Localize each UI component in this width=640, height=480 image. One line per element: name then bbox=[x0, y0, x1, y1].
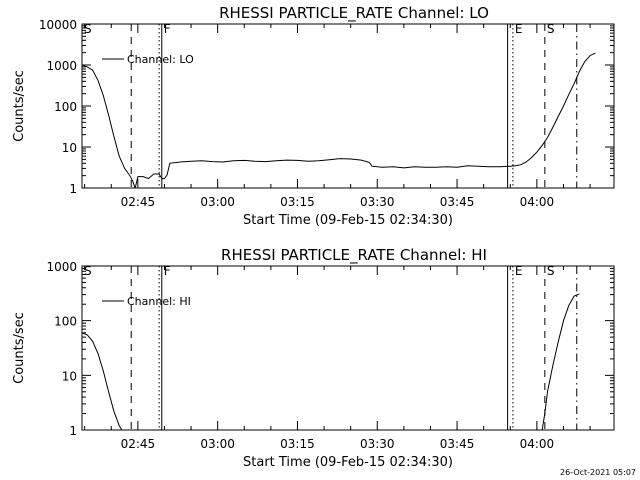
y-tick-label: 100 bbox=[54, 315, 77, 329]
y-axis-label: Counts/sec bbox=[12, 312, 27, 384]
lo-channel-panel: RHESSI PARTICLE_RATE Channel: LO 1 10 100 10… bbox=[12, 4, 615, 228]
legend-label: Channel: LO bbox=[127, 53, 194, 66]
y-tick-label: 1 bbox=[69, 424, 77, 438]
event-marker-label: F bbox=[164, 22, 171, 36]
x-tick-label: 03:00 bbox=[200, 195, 235, 209]
y-tick-label: 10 bbox=[62, 141, 77, 155]
x-axis-label: Start Time (09-Feb-15 02:34:30) bbox=[243, 213, 453, 228]
chart-title: RHESSI PARTICLE_RATE Channel: HI bbox=[221, 246, 487, 265]
y-tick-label: 1 bbox=[69, 182, 77, 196]
y-tick-label: 1000 bbox=[46, 260, 77, 274]
x-tick-label: 02:45 bbox=[121, 195, 156, 209]
x-tick-label: 03:45 bbox=[440, 195, 475, 209]
hi-channel-panel: RHESSI PARTICLE_RATE Channel: HI 1 10 100 10… bbox=[12, 246, 615, 470]
x-tick-label: 03:15 bbox=[280, 195, 315, 209]
x-tick-label: 03:00 bbox=[200, 437, 235, 451]
y-tick-label: 10 bbox=[62, 369, 77, 383]
x-tick-label: 04:00 bbox=[520, 437, 555, 451]
creation-timestamp: 26-Oct-2021 05:07 bbox=[560, 468, 636, 477]
event-marker-label: S bbox=[84, 264, 92, 278]
y-tick-label: 1000 bbox=[46, 59, 77, 73]
event-marker-label: E bbox=[515, 264, 523, 278]
y-tick-label: 100 bbox=[54, 100, 77, 114]
legend-label: Channel: HI bbox=[127, 295, 191, 308]
x-tick-label: 04:00 bbox=[520, 195, 555, 209]
event-marker-label: S bbox=[547, 264, 555, 278]
chart-title: RHESSI PARTICLE_RATE Channel: LO bbox=[219, 4, 489, 23]
y-tick-label: 10000 bbox=[39, 18, 77, 32]
x-tick-label: 02:45 bbox=[121, 437, 156, 451]
event-marker-label: S bbox=[547, 22, 555, 36]
event-marker-label: S bbox=[84, 22, 92, 36]
data-series-line bbox=[82, 52, 596, 188]
data-series-line bbox=[82, 293, 580, 430]
x-tick-label: 03:30 bbox=[360, 437, 395, 451]
x-tick-label: 03:30 bbox=[360, 195, 395, 209]
event-marker-label: F bbox=[164, 264, 171, 278]
x-tick-label: 03:45 bbox=[440, 437, 475, 451]
event-marker-label: E bbox=[515, 22, 523, 36]
y-axis-label: Counts/sec bbox=[12, 70, 27, 142]
x-axis-label: Start Time (09-Feb-15 02:34:30) bbox=[243, 455, 453, 470]
x-tick-label: 03:15 bbox=[280, 437, 315, 451]
